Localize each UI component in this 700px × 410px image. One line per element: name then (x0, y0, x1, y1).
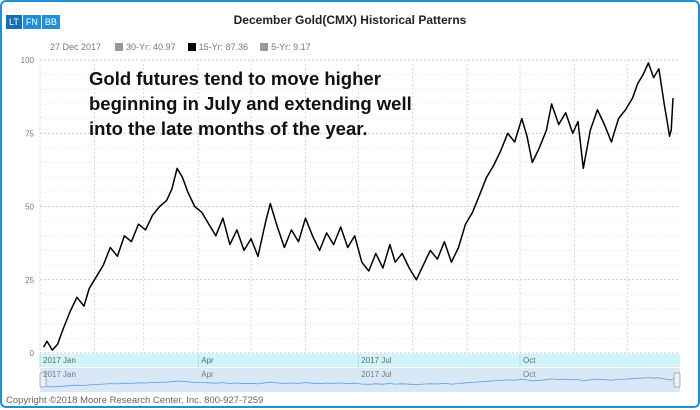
navigator-label: Oct (523, 370, 536, 379)
navigator[interactable] (40, 368, 680, 392)
x-tick-label: 2017 Jul (361, 356, 391, 365)
legend-label-5yr: 5-Yr: 9.17 (271, 42, 311, 52)
navigator-labels: 2017 Jan Apr 2017 Jul Oct (43, 370, 536, 379)
tab-fn[interactable]: FN (22, 15, 41, 29)
y-tick-label: 0 (30, 349, 35, 358)
legend-date: 27 Dec 2017 (50, 42, 102, 52)
legend-item-30yr[interactable]: 30-Yr: 40.97 (115, 42, 176, 52)
tab-lt[interactable]: LT (6, 15, 22, 29)
y-axis: 0 25 50 75 100 (21, 56, 35, 358)
legend-swatch-30yr (115, 43, 124, 51)
x-axis: 2017 Jan Apr 2017 Jul Oct (39, 354, 536, 367)
chart-toolbar: LT FN BB (6, 15, 61, 29)
y-tick-label: 50 (25, 203, 34, 212)
x-axis-band (40, 354, 680, 367)
navigator-label: 2017 Jul (361, 370, 391, 379)
y-tick-label: 100 (21, 56, 35, 65)
y-tick-label: 75 (25, 129, 34, 138)
navigator-right-handle[interactable] (673, 372, 681, 388)
navigator-left-handle[interactable] (39, 372, 47, 388)
line-chart: 0 25 50 75 100 2017 Jan Apr 2017 Jul Oct 2017 J… (21, 56, 681, 392)
chart-annotation: Gold futures tend to move higher beginni… (89, 68, 412, 139)
chart-title: December Gold(CMX) Historical Patterns (233, 13, 467, 27)
y-tick-label: 25 (25, 276, 34, 285)
copyright-notice: Copyright ©2018 Moore Research Center, I… (6, 395, 264, 406)
chart-legend: 27 Dec 2017 30-Yr: 40.97 15-Yr: 87.36 5-… (50, 42, 323, 52)
tab-bb[interactable]: BB (41, 15, 60, 29)
chart-grid (39, 59, 680, 354)
x-tick-label: Apr (201, 356, 214, 365)
navigator-label: 2017 Jan (43, 370, 76, 379)
x-tick-label: 2017 Jan (43, 356, 76, 365)
legend-label-30yr: 30-Yr: 40.97 (126, 42, 176, 52)
series-line-15yr (42, 62, 674, 351)
navigator-label: Apr (201, 370, 214, 379)
x-tick-label: Oct (523, 356, 536, 365)
legend-swatch-15yr (187, 43, 196, 51)
navigator-series-line (43, 377, 674, 388)
legend-item-15yr[interactable]: 15-Yr: 87.36 (187, 42, 249, 52)
legend-swatch-5yr (260, 43, 269, 51)
legend-label-15yr: 15-Yr: 87.36 (198, 42, 249, 52)
legend-item-5yr[interactable]: 5-Yr: 9.17 (260, 42, 311, 52)
